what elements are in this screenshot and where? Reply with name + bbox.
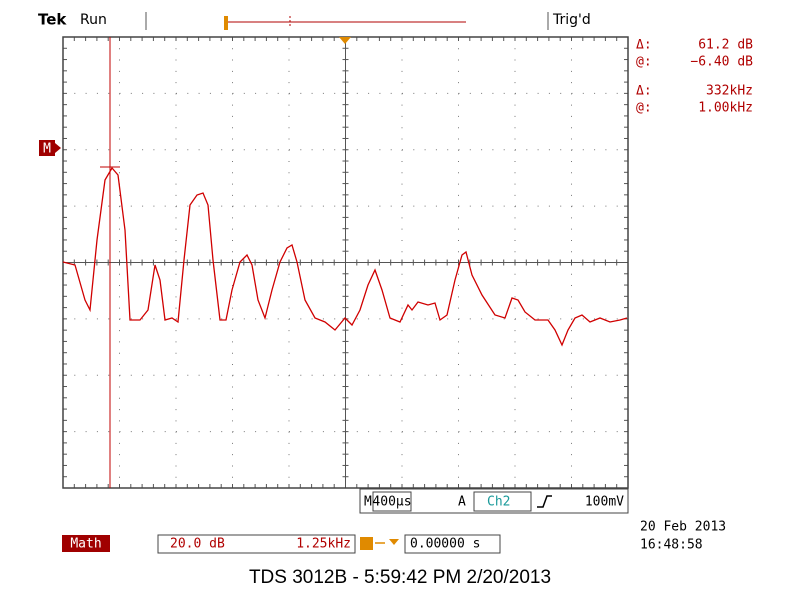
math-position: 0.00000 s: [410, 537, 480, 552]
math-label-box: [62, 535, 110, 552]
timebase-label: M: [364, 495, 372, 510]
trigger-status: Trig'd: [552, 12, 591, 28]
trigger-slope: [537, 495, 552, 508]
graticule: [62, 36, 629, 489]
math-label: Math: [70, 537, 101, 552]
math-scale: 20.0 dB: [170, 537, 225, 552]
timebase-box: [372, 491, 412, 512]
trigger-icon: [360, 537, 373, 550]
readout-label: Δ:: [636, 38, 652, 53]
math-marker: [39, 140, 55, 156]
math-box: [157, 534, 356, 554]
footer: TDS 3012B - 5:59:42 PM 2/20/2013: [249, 567, 551, 588]
status-bar: [359, 488, 629, 514]
brand: Tek: [38, 11, 67, 29]
timebase-value: 400µs: [372, 495, 411, 510]
trigger-marker: [339, 37, 351, 44]
math-span: 1.25kHz: [296, 537, 351, 552]
readout-value: 332kHz: [706, 84, 753, 99]
readout-value: −6.40 dB: [690, 55, 753, 70]
trigger-source-box: [473, 491, 532, 512]
date: 20 Feb 2013: [640, 520, 726, 535]
readout-label: @:: [636, 55, 652, 70]
math-marker-arrow: [55, 143, 61, 153]
trigger-level: 100mV: [585, 495, 624, 510]
time: 16:48:58: [640, 538, 703, 553]
readout-value: 61.2 dB: [698, 38, 753, 53]
math-marker-label: M: [43, 142, 51, 157]
trigger-arrow-head: [389, 539, 399, 545]
trigger-label: A: [458, 495, 466, 510]
readout-value: 1.00kHz: [698, 101, 753, 116]
trigger-position: [224, 16, 228, 30]
waveform: [62, 166, 628, 347]
run-status: Run: [80, 12, 107, 28]
readout-label: @:: [636, 101, 652, 116]
position-box: [404, 534, 501, 554]
trigger-source: Ch2: [487, 495, 510, 510]
readout-label: Δ:: [636, 84, 652, 99]
